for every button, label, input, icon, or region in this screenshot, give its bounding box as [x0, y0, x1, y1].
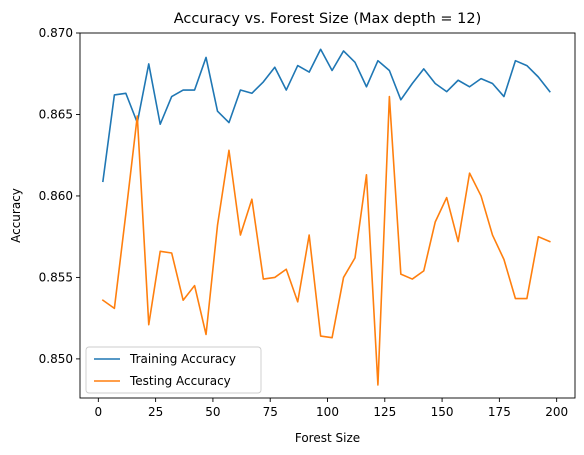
- y-tick-label: 0.855: [39, 270, 73, 284]
- y-tick-label: 0.865: [39, 107, 73, 121]
- x-tick-label: 100: [316, 405, 339, 419]
- plot-area: [79, 32, 576, 399]
- y-tick-label: 0.870: [39, 26, 73, 40]
- x-tick-label: 175: [488, 405, 511, 419]
- legend-label: Testing Accuracy: [129, 374, 231, 388]
- y-tick-label: 0.860: [39, 189, 73, 203]
- x-tick-label: 25: [148, 405, 163, 419]
- y-axis-label: Accuracy: [9, 188, 23, 243]
- chart-title: Accuracy vs. Forest Size (Max depth = 12…: [174, 11, 482, 27]
- x-axis-label: Forest Size: [295, 431, 360, 445]
- x-axis: 0 25 50 75 100 125 150 175 200: [95, 398, 568, 419]
- x-tick-label: 150: [431, 405, 454, 419]
- x-tick-label: 75: [263, 405, 278, 419]
- legend-label: Training Accuracy: [129, 352, 236, 366]
- series-line-training: [102, 48, 551, 183]
- legend: Training Accuracy Testing Accuracy: [85, 346, 262, 394]
- series-line-testing: [101, 95, 551, 386]
- y-tick-label: 0.850: [39, 352, 73, 366]
- x-tick-label: 0: [95, 405, 103, 419]
- x-tick-label: 200: [545, 405, 568, 419]
- x-tick-label: 50: [205, 405, 220, 419]
- legend-box: [85, 346, 262, 394]
- x-tick-label: 125: [373, 405, 396, 419]
- plot-frame: [79, 32, 576, 399]
- series-layer: [101, 48, 551, 386]
- y-axis: 0.850 0.855 0.860 0.865 0.870: [39, 26, 80, 366]
